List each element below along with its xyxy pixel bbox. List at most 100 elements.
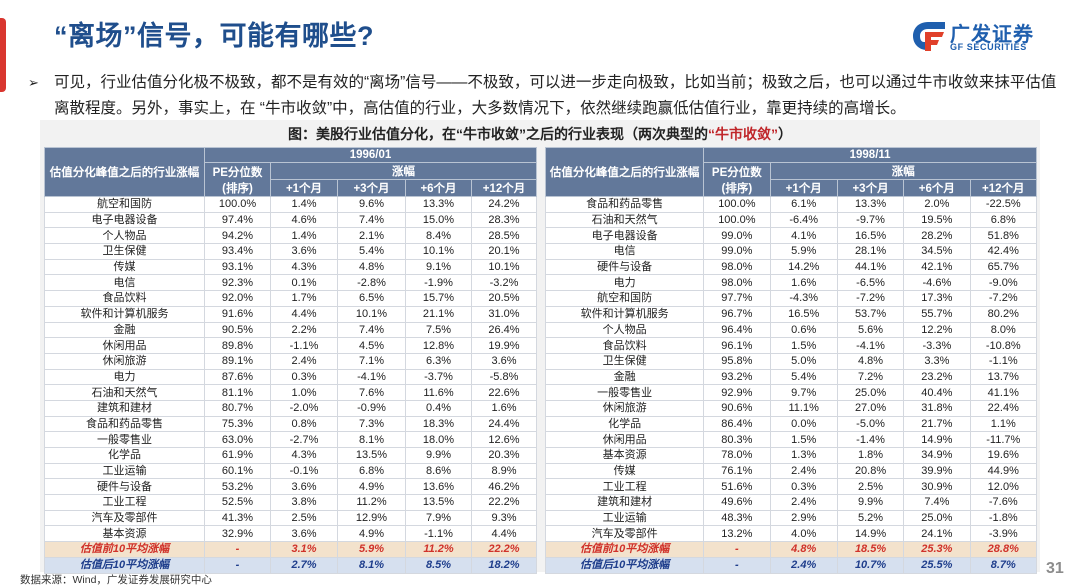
value-cell: 18.5%: [836, 541, 905, 558]
value-cell: 5.6%: [836, 321, 905, 339]
industry-cell: 软件和计算机服务: [44, 305, 205, 323]
value-cell: 14.9%: [903, 431, 971, 448]
value-cell: -7.2%: [969, 290, 1038, 307]
industry-cell: 工业工程: [544, 478, 705, 496]
logo-text-en: GF SECURITIES: [950, 42, 1027, 52]
value-cell: 4.8%: [769, 541, 838, 558]
value-cell: 81.1%: [204, 384, 271, 401]
industry-cell: 电信: [44, 274, 205, 292]
value-cell: 21.7%: [903, 415, 971, 433]
table-row: 汽车及零部件 13.2% 4.0% 14.9% 24.1% -3.9%: [544, 525, 1038, 543]
value-cell: 13.3%: [836, 196, 905, 213]
value-cell: -1.1%: [405, 525, 472, 543]
value-cell: 12.6%: [471, 431, 537, 448]
value-cell: 18.0%: [405, 431, 472, 448]
value-cell: 90.6%: [703, 399, 771, 417]
table-row: 休闲用品 89.8% -1.1% 4.5% 12.8% 19.9%: [44, 337, 537, 354]
value-cell: -3.7%: [405, 368, 472, 386]
value-cell: -9.0%: [969, 274, 1038, 292]
value-cell: 92.9%: [703, 384, 771, 401]
value-cell: 8.5%: [405, 556, 472, 574]
value-cell: 3.6%: [270, 478, 338, 496]
value-cell: 0.8%: [270, 415, 338, 433]
value-cell: 93.4%: [204, 243, 271, 260]
header-m6: +6个月: [405, 179, 472, 197]
value-cell: 8.0%: [969, 321, 1038, 339]
value-cell: 4.4%: [471, 525, 537, 543]
value-cell: 3.6%: [270, 525, 338, 543]
industry-cell: 汽车及零部件: [544, 525, 705, 543]
table-row: 个人物品 96.4% 0.6% 5.6% 12.2% 8.0%: [544, 321, 1038, 339]
industry-cell: 电力: [44, 368, 205, 386]
value-cell: 2.4%: [769, 556, 838, 574]
value-cell: 30.9%: [903, 478, 971, 496]
table-row: 卫生保健 93.4% 3.6% 5.4% 10.1% 20.1%: [44, 243, 537, 260]
value-cell: 97.7%: [703, 290, 771, 307]
value-cell: 92.0%: [204, 290, 271, 307]
table-row: 金融 93.2% 5.4% 7.2% 23.2% 13.7%: [544, 368, 1038, 386]
data-source: 数据来源：Wind，广发证券发展研究中心: [20, 574, 212, 586]
page-number: 31: [1046, 560, 1064, 577]
value-cell: 20.3%: [471, 447, 537, 464]
value-cell: 4.4%: [270, 305, 338, 323]
value-cell: -: [204, 556, 271, 574]
value-cell: 18.3%: [405, 415, 472, 433]
table-row: 休闲用品 80.3% 1.5% -1.4% 14.9% -11.7%: [544, 431, 1038, 448]
bullet-paragraph: ➢ 可见，行业估值分化极不极致，都不是有效的“离场”信号——不极致，可以进一步走…: [28, 70, 1058, 122]
table-row: 化学品 86.4% 0.0% -5.0% 21.7% 1.1%: [544, 415, 1038, 433]
industry-cell: 休闲旅游: [544, 399, 705, 417]
table-row: 硬件与设备 53.2% 3.6% 4.9% 13.6% 46.2%: [44, 478, 537, 496]
value-cell: 14.2%: [769, 258, 838, 276]
table-row: 建筑和建材 80.7% -2.0% -0.9% 0.4% 1.6%: [44, 399, 537, 417]
value-cell: -1.8%: [969, 509, 1038, 527]
value-cell: 4.6%: [270, 211, 338, 229]
value-cell: 13.5%: [337, 447, 406, 464]
value-cell: 26.4%: [471, 321, 537, 339]
value-cell: 15.7%: [405, 290, 472, 307]
value-cell: 16.5%: [769, 305, 838, 323]
table-row: 一般零售业 92.9% 9.7% 25.0% 40.4% 41.1%: [544, 384, 1038, 401]
value-cell: -7.6%: [969, 494, 1038, 511]
value-cell: 4.1%: [769, 227, 838, 245]
value-cell: 4.5%: [337, 337, 406, 354]
gf-securities-logo: 广发证券 GF SECURITIES: [912, 18, 1042, 54]
value-cell: 96.4%: [703, 321, 771, 339]
table-row: 卫生保健 95.8% 5.0% 4.8% 3.3% -1.1%: [544, 352, 1038, 370]
table-row: 石油和天然气 100.0% -6.4% -9.7% 19.5% 6.8%: [544, 211, 1038, 229]
value-cell: -6.4%: [769, 211, 838, 229]
table-1996: 估值分化峰值之后的行业涨幅 1996/01 PE分位数 (排序) 涨幅 +1个月 …: [44, 147, 537, 574]
table-row: 软件和计算机服务 96.7% 16.5% 53.7% 55.7% 80.2%: [544, 305, 1038, 323]
header-date: 1998/11: [703, 147, 1037, 163]
gf-logo-icon: [913, 22, 945, 51]
value-cell: 8.7%: [969, 556, 1038, 574]
value-cell: 2.5%: [836, 478, 905, 496]
value-cell: 3.6%: [471, 352, 537, 370]
avg-post-row: 估值后10平均涨幅 -2.4% 10.7% 25.5% 8.7%: [544, 556, 1038, 574]
value-cell: 24.2%: [471, 196, 537, 213]
value-cell: -4.1%: [836, 337, 905, 354]
value-cell: 22.4%: [969, 399, 1038, 417]
value-cell: 12.8%: [405, 337, 472, 354]
industry-cell: 一般零售业: [544, 384, 705, 401]
industry-cell: 电子电器设备: [44, 211, 205, 229]
industry-cell: 工业工程: [44, 494, 205, 511]
value-cell: 13.7%: [969, 368, 1038, 386]
table-row: 休闲旅游 90.6% 11.1% 27.0% 31.8% 22.4%: [544, 399, 1038, 417]
value-cell: 100.0%: [703, 211, 771, 229]
value-cell: 52.5%: [204, 494, 271, 511]
value-cell: 1.6%: [769, 274, 838, 292]
value-cell: -1.1%: [270, 337, 338, 354]
header-pe-label: PE分位数: [711, 166, 762, 179]
value-cell: -3.2%: [471, 274, 537, 292]
value-cell: 23.2%: [903, 368, 971, 386]
value-cell: 53.2%: [204, 478, 271, 496]
table-row: 航空和国防 97.7% -4.3% -7.2% 17.3% -7.2%: [544, 290, 1038, 307]
value-cell: -7.2%: [836, 290, 905, 307]
value-cell: -2.7%: [270, 431, 338, 448]
avg-pre-row: 估值前10平均涨幅 -4.8% 18.5% 25.3% 28.8%: [544, 541, 1038, 558]
avg-pre-row: 估值前10平均涨幅 -3.1% 5.9% 11.2% 22.2%: [44, 541, 537, 558]
value-cell: 97.4%: [204, 211, 271, 229]
value-cell: 1.3%: [769, 447, 838, 464]
value-cell: 1.4%: [270, 196, 338, 213]
value-cell: 49.6%: [703, 494, 771, 511]
